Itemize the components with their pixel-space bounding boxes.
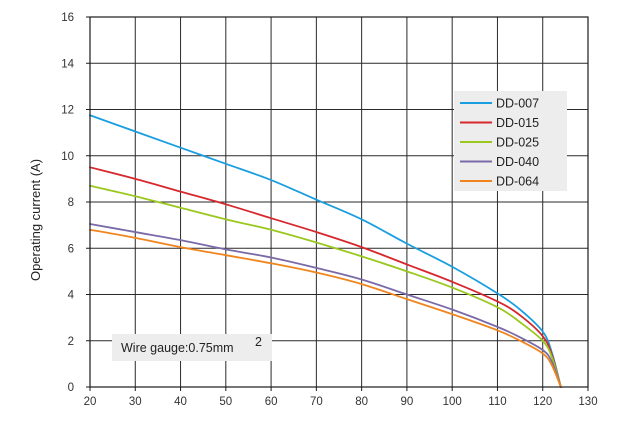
annotation-text: Wire gauge:0.75mm: [121, 341, 234, 355]
legend-label-dd-025: DD-025: [496, 136, 539, 150]
series-line-dd-007: [89, 114, 562, 388]
x-tick-label-40: 40: [174, 396, 187, 408]
series-layer: [89, 114, 562, 388]
x-tick-label-60: 60: [265, 396, 278, 408]
legend-label-dd-064: DD-064: [496, 175, 539, 189]
x-tick-label-100: 100: [443, 396, 462, 408]
y-tick-label-2: 2: [68, 336, 74, 348]
x-tick-label-20: 20: [84, 396, 97, 408]
axes: [86, 16, 589, 391]
x-tick-label-120: 120: [533, 396, 552, 408]
x-tick-label-70: 70: [310, 396, 323, 408]
y-tick-label-14: 14: [61, 58, 74, 70]
legend-label-dd-007: DD-007: [496, 97, 539, 111]
series-line-dd-025: [89, 184, 562, 388]
series-line-dd-040: [89, 223, 562, 388]
y-tick-label-16: 16: [61, 12, 74, 24]
y-tick-label-4: 4: [68, 290, 75, 302]
annotation-superscript: 2: [255, 335, 262, 349]
legend-label-dd-015: DD-015: [496, 116, 539, 130]
y-tick-label-0: 0: [68, 382, 74, 394]
x-tick-label-30: 30: [129, 396, 142, 408]
legend-label-dd-040: DD-040: [496, 155, 539, 169]
y-axis-title: Operating current (A): [28, 159, 43, 281]
x-tick-label-50: 50: [219, 396, 232, 408]
x-tick-label-80: 80: [355, 396, 368, 408]
x-tick-label-110: 110: [488, 396, 506, 408]
grid: [89, 16, 589, 388]
wire-gauge-annotation: Wire gauge:0.75mm 2: [112, 334, 272, 361]
y-tick-label-10: 10: [61, 151, 74, 163]
x-tick-label-90: 90: [401, 396, 414, 408]
y-tick-label-12: 12: [61, 105, 74, 117]
annotation-box: [112, 334, 272, 361]
series-line-dd-064: [89, 228, 562, 388]
series-line-dd-015: [89, 166, 562, 388]
tick-labels: 20 30 40 50 60 70 80 90 100 110 120 130 0 2 4 6 8 10 12 14 1…: [61, 12, 597, 408]
legend: DD-007 DD-015 DD-025 DD-040 DD-064: [454, 91, 567, 191]
x-tick-label-130: 130: [578, 396, 597, 408]
y-tick-label-8: 8: [68, 197, 74, 209]
y-tick-label-6: 6: [68, 243, 74, 255]
